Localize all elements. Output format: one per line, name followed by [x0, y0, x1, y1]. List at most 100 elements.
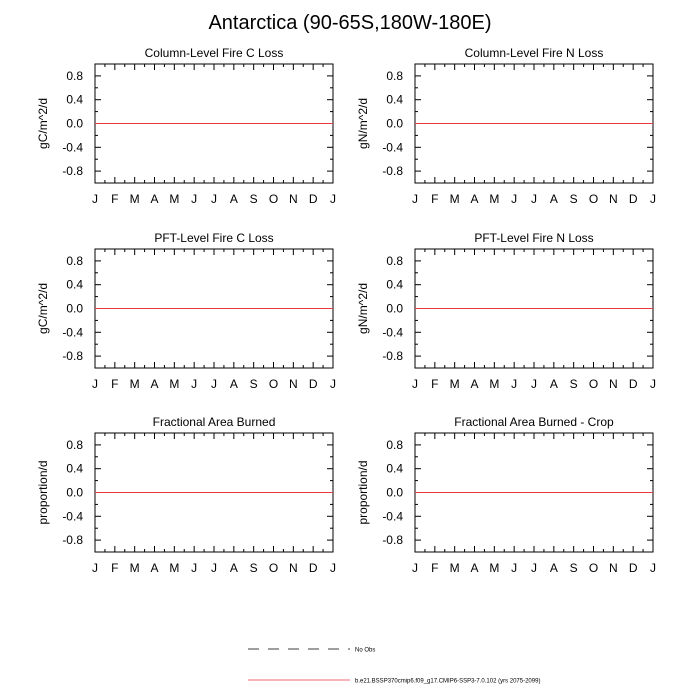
x-tick-label: N	[609, 561, 618, 575]
y-tick-label: -0.8	[382, 164, 403, 178]
x-tick-label: O	[589, 561, 598, 575]
x-tick-label: N	[289, 192, 298, 206]
x-tick-label: M	[169, 377, 179, 391]
x-tick-label: A	[550, 561, 558, 575]
x-tick-label: A	[150, 377, 158, 391]
x-tick-label: J	[511, 561, 517, 575]
x-tick-label: M	[130, 561, 140, 575]
x-tick-label: M	[489, 192, 499, 206]
x-tick-label: D	[629, 377, 638, 391]
y-tick-label: -0.4	[382, 509, 403, 523]
x-tick-label: O	[589, 192, 598, 206]
y-tick-label: 0.4	[66, 462, 83, 476]
y-tick-label: 0.8	[386, 69, 403, 83]
x-tick-label: D	[309, 192, 318, 206]
y-tick-label: 0.4	[386, 278, 403, 292]
x-tick-label: D	[629, 192, 638, 206]
y-tick-label: 0.4	[386, 462, 403, 476]
x-tick-label: J	[650, 192, 656, 206]
x-tick-label: M	[489, 377, 499, 391]
x-tick-label: J	[92, 377, 98, 391]
x-tick-label: D	[309, 377, 318, 391]
x-tick-label: A	[230, 377, 238, 391]
y-axis-label: gN/m^2/d	[356, 98, 370, 149]
y-tick-label: -0.4	[62, 325, 83, 339]
x-tick-label: N	[289, 561, 298, 575]
y-tick-label: 0.8	[386, 438, 403, 452]
x-tick-label: S	[570, 192, 578, 206]
x-tick-label: J	[330, 377, 336, 391]
x-tick-label: F	[431, 192, 438, 206]
x-tick-label: F	[111, 561, 118, 575]
x-tick-label: J	[211, 377, 217, 391]
x-tick-label: O	[269, 561, 278, 575]
y-tick-label: 0.4	[66, 93, 83, 107]
x-tick-label: J	[92, 561, 98, 575]
x-tick-label: J	[412, 561, 418, 575]
x-tick-label: J	[650, 377, 656, 391]
x-tick-label: J	[92, 192, 98, 206]
x-tick-label: J	[211, 561, 217, 575]
x-tick-label: J	[211, 192, 217, 206]
x-tick-label: A	[230, 561, 238, 575]
x-tick-label: J	[412, 192, 418, 206]
x-tick-label: J	[330, 192, 336, 206]
y-tick-label: 0.4	[386, 93, 403, 107]
y-axis-label: gN/m^2/d	[356, 283, 370, 334]
x-tick-label: S	[250, 561, 258, 575]
y-axis-label: proportion/d	[356, 460, 370, 524]
x-tick-label: J	[511, 192, 517, 206]
chart-title: Column-Level Fire N Loss	[465, 46, 604, 60]
y-tick-label: 0.8	[66, 438, 83, 452]
x-tick-label: J	[531, 192, 537, 206]
x-tick-label: M	[130, 192, 140, 206]
y-tick-label: 0.0	[66, 117, 83, 131]
x-tick-label: M	[450, 192, 460, 206]
y-tick-label: 0.0	[66, 486, 83, 500]
y-tick-label: 0.8	[386, 254, 403, 268]
y-tick-label: 0.0	[386, 117, 403, 131]
chart-title: PFT-Level Fire N Loss	[474, 231, 593, 245]
y-tick-label: 0.4	[66, 278, 83, 292]
y-tick-label: 0.8	[66, 69, 83, 83]
x-tick-label: A	[150, 561, 158, 575]
x-tick-label: N	[609, 377, 618, 391]
x-tick-label: M	[169, 561, 179, 575]
x-tick-label: J	[531, 377, 537, 391]
x-tick-label: S	[250, 192, 258, 206]
x-tick-label: J	[412, 377, 418, 391]
y-axis-label: gC/m^2/d	[36, 283, 50, 334]
x-tick-label: J	[511, 377, 517, 391]
y-axis-label: proportion/d	[36, 460, 50, 524]
y-axis-label: gC/m^2/d	[36, 98, 50, 149]
chart-title: Column-Level Fire C Loss	[145, 46, 284, 60]
x-tick-label: O	[589, 377, 598, 391]
x-tick-label: M	[489, 561, 499, 575]
x-tick-label: A	[550, 192, 558, 206]
x-tick-label: M	[450, 377, 460, 391]
chart-title: PFT-Level Fire C Loss	[154, 231, 273, 245]
x-tick-label: S	[250, 377, 258, 391]
x-tick-label: F	[431, 561, 438, 575]
y-tick-label: -0.8	[62, 533, 83, 547]
x-tick-label: D	[629, 561, 638, 575]
x-tick-label: N	[609, 192, 618, 206]
y-tick-label: -0.4	[382, 325, 403, 339]
x-tick-label: J	[191, 561, 197, 575]
chart-title: Fractional Area Burned - Crop	[454, 415, 614, 429]
x-tick-label: M	[130, 377, 140, 391]
x-tick-label: M	[169, 192, 179, 206]
y-tick-label: -0.8	[62, 349, 83, 363]
x-tick-label: J	[330, 561, 336, 575]
x-tick-label: J	[191, 192, 197, 206]
y-tick-label: -0.4	[62, 509, 83, 523]
page-title: Antarctica (90-65S,180W-180E)	[208, 12, 492, 34]
x-tick-label: A	[470, 377, 478, 391]
